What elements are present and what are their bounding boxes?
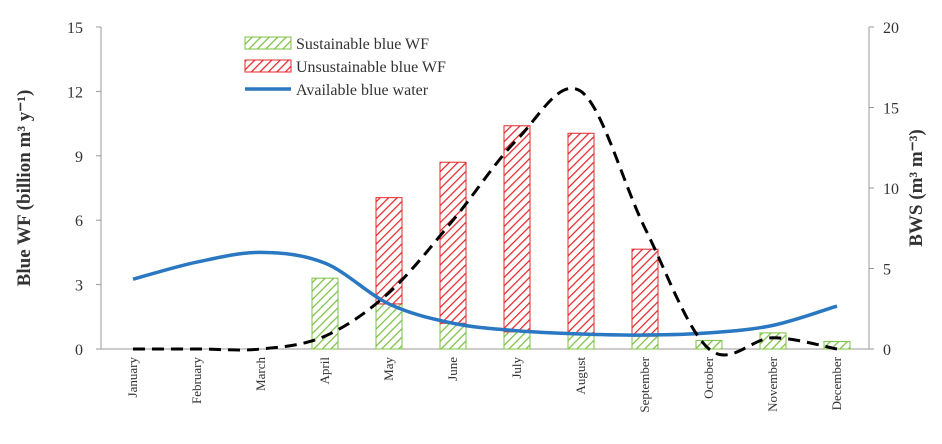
legend-label: Available blue water [296,82,429,99]
bar [631,335,659,350]
bar [567,333,595,350]
bar [503,125,531,333]
x-tick-label: February [189,357,204,404]
y2-tick-label: 15 [883,101,899,118]
x-tick-label: October [701,356,716,399]
y2-tick-label: 0 [883,342,891,359]
bar [503,331,531,350]
bar [311,277,339,350]
dashed-series [133,86,838,357]
x-tick-label: September [637,356,652,412]
y-tick-label: 15 [67,20,83,37]
bar [439,322,467,350]
x-tick-label: April [317,357,332,385]
legend-swatch [244,36,292,50]
bar [375,197,403,305]
legend-label: Unsustainable blue WF [296,59,446,76]
y-tick-label: 6 [75,213,83,230]
x-tick-label: January [125,357,140,398]
bar [759,332,787,350]
x-tick-label: July [509,357,524,379]
bar [631,248,659,337]
y2-tick-label: 10 [883,181,899,198]
y-tick-label: 12 [67,84,83,101]
bar [439,161,467,324]
bar [567,132,595,335]
y2-tick-label: 20 [883,20,899,37]
x-tick-label: November [765,356,780,412]
line-series [132,250,838,337]
legend-swatch [244,59,292,73]
x-tick-label: June [445,357,460,381]
y-tick-label: 3 [75,278,83,295]
x-tick-label: August [573,357,588,395]
y-axis-title: Blue WF (billion m³ y⁻¹) [14,90,35,287]
x-tick-label: May [381,357,396,381]
bar [375,303,403,350]
y2-axis-title: BWS (m³ m⁻³) [906,129,927,246]
legend-label: Sustainable blue WF [296,36,429,53]
y-tick-label: 0 [75,342,83,359]
y2-tick-label: 5 [883,262,891,279]
x-tick-label: December [829,356,844,410]
y-tick-label: 9 [75,149,83,166]
x-tick-label: March [253,357,268,391]
